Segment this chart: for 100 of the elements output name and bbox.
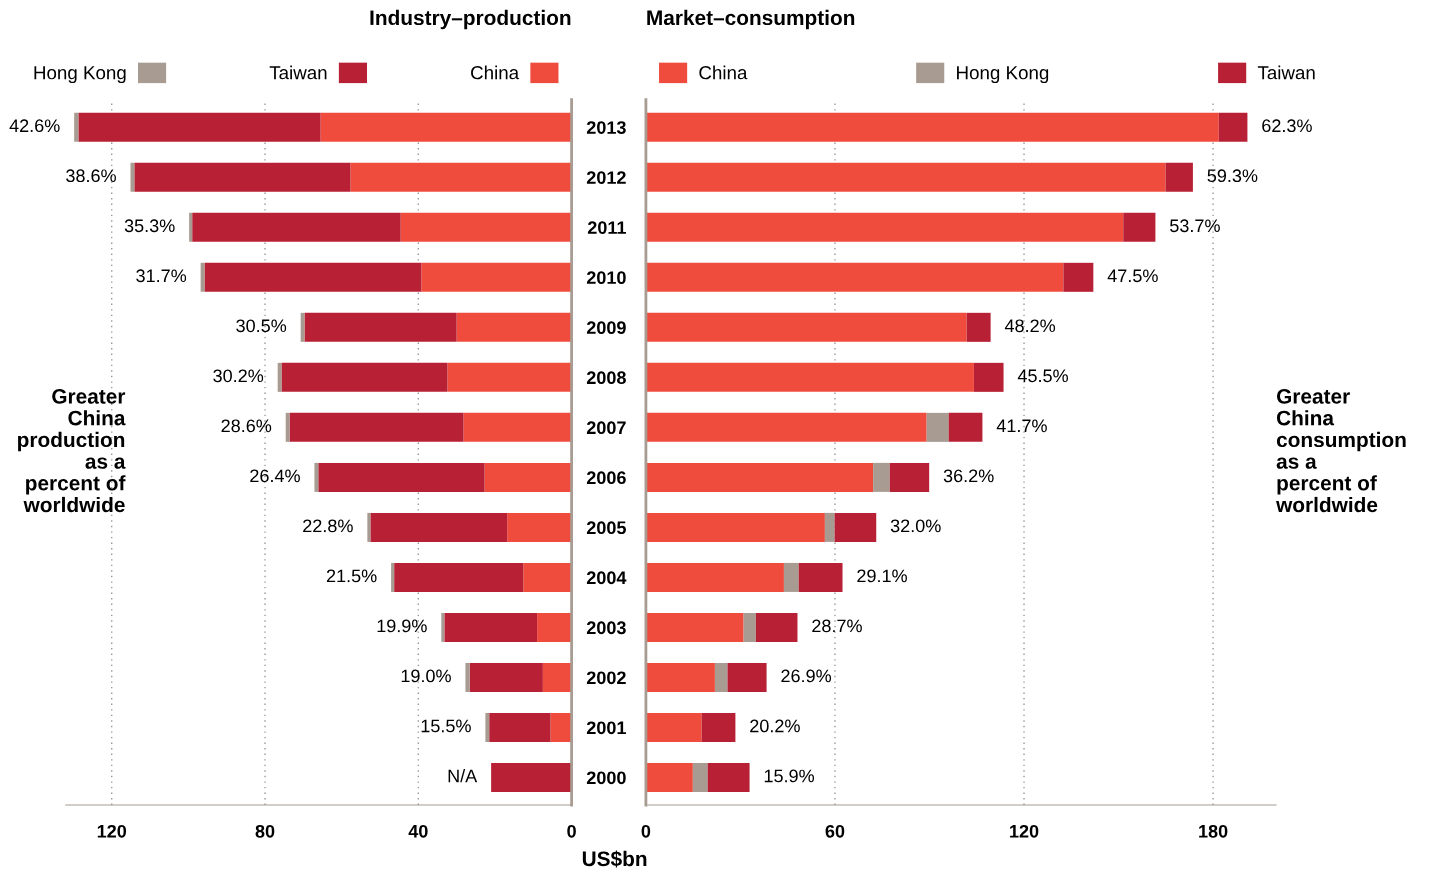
- annotation: 19.0%: [401, 669, 451, 683]
- bar: [192, 212, 401, 242]
- annotation: 62.3%: [1262, 119, 1312, 133]
- annotation: 26.9%: [781, 669, 832, 683]
- bar: [727, 662, 767, 692]
- bar: [204, 262, 422, 292]
- y-tick-label: 2006: [586, 471, 626, 485]
- bar: [645, 462, 874, 492]
- bar: [783, 562, 799, 592]
- bar: [645, 312, 967, 342]
- annotation: Greater China production as a percent of worldwide: [18, 389, 126, 513]
- annotation: Greater China consumption as a percent of worldwide: [1276, 389, 1406, 513]
- bar: [645, 612, 744, 642]
- annotation: 30.2%: [213, 369, 264, 383]
- bar: [465, 662, 470, 692]
- annotation: 42.6%: [9, 119, 60, 133]
- annotation: 48.2%: [1004, 319, 1056, 333]
- bar: [74, 112, 79, 142]
- annotation: 20.2%: [750, 719, 800, 733]
- y-tick-label: 2008: [586, 371, 626, 385]
- bar: [320, 112, 572, 142]
- annotation: 22.8%: [303, 519, 353, 533]
- annotation: 31.7%: [136, 269, 187, 283]
- bar: [489, 712, 551, 742]
- chart-title: Market–consumption: [647, 9, 855, 30]
- x-tick-label: 60: [825, 824, 845, 838]
- annotation: 41.7%: [996, 419, 1047, 433]
- x-axis-title: US$bn: [582, 850, 647, 868]
- y-tick-label: 2011: [587, 221, 626, 235]
- bar: [421, 262, 572, 292]
- bar: [645, 362, 974, 392]
- bar: [370, 512, 508, 542]
- legend-label: Taiwan: [1257, 65, 1315, 80]
- bar: [189, 212, 193, 242]
- x-tick-label: 0: [567, 824, 576, 838]
- bar: [701, 712, 736, 742]
- bar: [134, 162, 351, 192]
- annotation: 28.6%: [221, 419, 272, 433]
- bar: [281, 362, 448, 392]
- y-tick-label: 2012: [586, 171, 626, 184]
- x-tick-label: 40: [408, 824, 428, 838]
- bar: [926, 412, 949, 442]
- annotation: 21.5%: [326, 569, 377, 583]
- series-label: China: [699, 65, 748, 80]
- bar: [78, 112, 321, 142]
- bar: [400, 212, 572, 242]
- bar: [367, 512, 371, 542]
- bar: [469, 662, 543, 692]
- bar: [948, 412, 983, 442]
- bar: [714, 662, 728, 692]
- y-tick-label: 2005: [586, 521, 626, 535]
- annotation: 15.5%: [421, 719, 471, 733]
- bar: [542, 662, 572, 692]
- annotation: 38.6%: [66, 169, 116, 183]
- bar: [873, 462, 890, 492]
- bar: [973, 362, 1004, 392]
- x-tick-label: 120: [1010, 824, 1039, 838]
- bar: [523, 562, 572, 592]
- annotation: 45.5%: [1017, 369, 1068, 383]
- bar: [441, 612, 445, 642]
- y-tick-label: 2013: [586, 121, 626, 135]
- bar: [463, 412, 572, 442]
- bar: [834, 512, 877, 542]
- x-tick-label: 0: [641, 824, 651, 838]
- y-tick-label: 2009: [586, 321, 626, 335]
- y-tick-label: 2003: [586, 621, 626, 635]
- legend-label: Hong Kong: [957, 66, 1049, 84]
- bar: [798, 562, 843, 592]
- bar: [1165, 162, 1193, 192]
- annotation: 47.5%: [1107, 269, 1158, 283]
- bar: [645, 162, 1166, 192]
- bar: [755, 612, 798, 642]
- bar: [314, 462, 319, 492]
- bar: [289, 412, 464, 442]
- bar: [645, 212, 1124, 242]
- bar: [645, 712, 702, 742]
- annotation: 30.5%: [236, 319, 287, 333]
- bar: [645, 512, 825, 542]
- annotation: 19.9%: [377, 619, 427, 633]
- bar: [447, 362, 572, 392]
- bar: [485, 712, 490, 742]
- bar: [645, 412, 927, 442]
- bar: [824, 512, 835, 542]
- y-tick-label: 2001: [586, 721, 626, 735]
- bar: [1063, 262, 1094, 292]
- annotation: 29.1%: [857, 569, 907, 583]
- bar: [645, 662, 715, 692]
- bar: [391, 562, 395, 592]
- y-tick-label: 2004: [586, 571, 627, 585]
- annotation: 36.2%: [943, 469, 994, 483]
- annotation: 35.3%: [124, 219, 175, 233]
- bar: [645, 562, 784, 592]
- bar: [304, 312, 457, 342]
- bar: [537, 612, 572, 642]
- x-tick-label: 120: [97, 824, 127, 838]
- y-tick-label: 2007: [586, 421, 626, 435]
- annotation: 15.9%: [764, 769, 815, 783]
- bar: [318, 462, 485, 492]
- x-tick-label: 80: [255, 824, 275, 838]
- legend-label: Taiwan: [269, 65, 327, 80]
